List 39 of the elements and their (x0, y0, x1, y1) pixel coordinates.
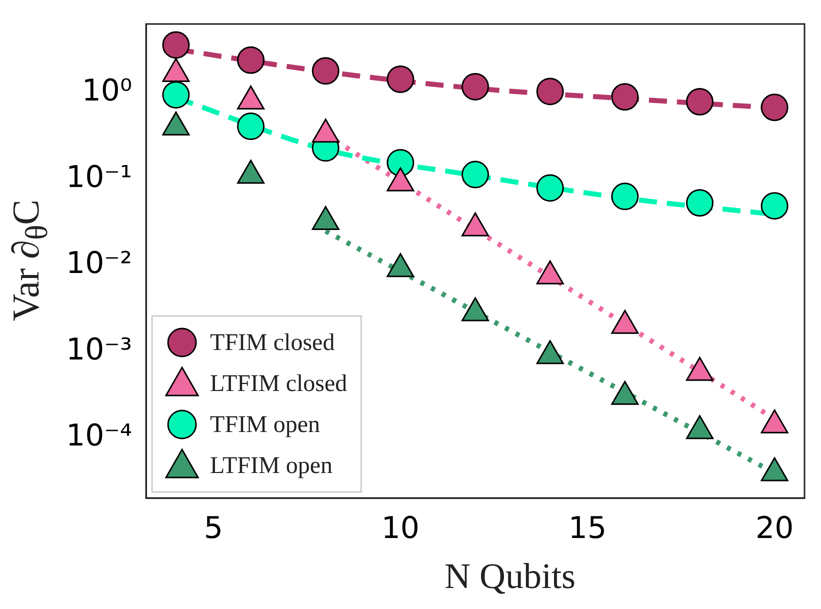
point (386, 66, 414, 94)
legend-label: LTFIM closed (210, 370, 348, 397)
point (686, 356, 714, 381)
point (611, 310, 639, 334)
legend-label: LTFIM open (210, 452, 332, 479)
legend-label: TFIM open (210, 412, 320, 438)
point (760, 192, 788, 220)
y-tick-label: 10⁻² (66, 246, 132, 282)
point (611, 83, 639, 111)
point (536, 340, 564, 364)
point (536, 78, 564, 106)
point (611, 182, 639, 210)
point (536, 174, 564, 202)
point (760, 94, 788, 122)
y-tick-label: 10⁻¹ (66, 160, 132, 195)
point (686, 415, 714, 440)
y-tick-label: 10⁰ (82, 74, 132, 109)
y-tick-label: 10⁻³ (66, 332, 132, 368)
point (462, 72, 490, 100)
point (611, 380, 639, 405)
x-tick-label: 20 (755, 510, 794, 546)
point (162, 31, 190, 59)
point (686, 189, 714, 217)
point (162, 81, 190, 109)
point (237, 112, 265, 140)
point (386, 148, 414, 176)
y-tick-label: 10⁻⁴ (66, 418, 132, 454)
point (760, 409, 788, 434)
legend-label: TFIM closed (210, 330, 335, 356)
x-axis-title: N Qubits (443, 555, 576, 597)
point (462, 160, 490, 188)
point (686, 88, 714, 116)
x-tick-label: 5 (204, 510, 223, 546)
point (760, 457, 788, 482)
x-tick-label: 15 (568, 510, 607, 546)
point (312, 57, 340, 85)
x-tick-label: 10 (381, 510, 420, 546)
point (462, 297, 490, 322)
point (237, 46, 265, 74)
